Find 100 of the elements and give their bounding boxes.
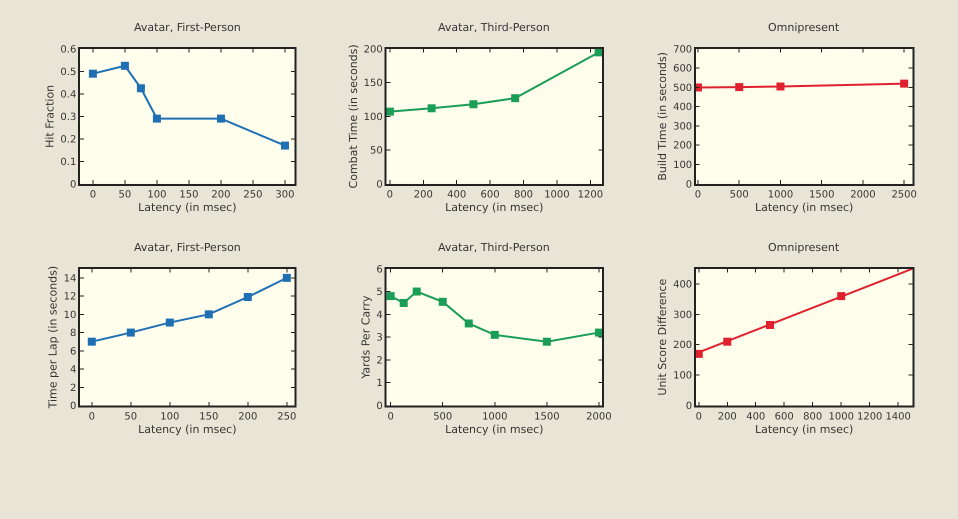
x-axis-title: Latency (in msec) (138, 422, 237, 436)
y-tick-label: 300 (673, 310, 692, 321)
x-tick-label: 0 (387, 411, 394, 422)
y-axis-title: Time per Lap (in seconds) (46, 266, 60, 410)
x-tick-label: 100 (160, 411, 180, 422)
x-tick-label: 1500 (808, 190, 834, 201)
x-tick-label: 0 (386, 190, 394, 201)
chart-title: Avatar, Third-Person (438, 21, 550, 34)
x-tick-label: 0 (694, 190, 702, 201)
chart-title: Avatar, First-Person (134, 241, 241, 254)
point (469, 100, 478, 108)
point (428, 104, 436, 112)
point (126, 328, 135, 337)
x-tick-label: 300 (275, 190, 295, 201)
x-tick-label: 1200 (856, 411, 882, 422)
point (464, 319, 473, 328)
point (152, 114, 161, 123)
point (386, 292, 395, 300)
y-tick-label: 0.1 (60, 156, 76, 168)
y-tick-label: 600 (673, 64, 692, 75)
y-tick-label: 200 (673, 340, 692, 352)
x-tick-label: 800 (803, 411, 822, 422)
y-tick-label: 5 (376, 287, 383, 298)
point (120, 62, 129, 70)
x-tick-label: 1000 (768, 190, 794, 201)
point (216, 114, 225, 123)
x-axis-title: Latency (in msec) (445, 422, 544, 436)
x-tick-label: 200 (211, 190, 230, 201)
x-axis-title: Latency (in msec) (754, 201, 854, 214)
x-tick-label: 100 (147, 190, 166, 201)
x-tick-label: 250 (277, 411, 296, 422)
point (204, 310, 213, 318)
y-tick-label: 2 (70, 382, 76, 394)
y-tick-label: 0 (376, 179, 383, 190)
x-tick-label: 50 (118, 190, 132, 201)
y-tick-label: 6 (70, 346, 76, 358)
x-tick-label: 1200 (578, 190, 604, 201)
x-tick-label: 150 (199, 411, 218, 422)
point (412, 288, 421, 296)
x-axis-title: Latency (in msec) (445, 201, 544, 214)
x-tick-label: 2000 (850, 190, 876, 201)
x-tick-label: 1000 (828, 411, 854, 422)
x-tick-label: 200 (238, 411, 258, 422)
x-tick-label: 1000 (482, 411, 508, 422)
y-tick-label: 100 (673, 370, 692, 382)
point (511, 94, 520, 102)
point (88, 338, 96, 346)
y-tick-label: 50 (370, 146, 383, 157)
point (490, 330, 499, 339)
point (386, 108, 394, 116)
x-tick-label: 2000 (586, 411, 612, 422)
y-axis-title: Hit Fraction (44, 84, 57, 148)
x-tick-label: 800 (514, 190, 534, 201)
point (244, 293, 252, 302)
y-tick-label: 4 (70, 364, 76, 376)
x-tick-label: 600 (480, 190, 500, 201)
x-tick-label: 50 (124, 411, 138, 422)
y-tick-label: 400 (673, 102, 692, 114)
x-tick-label: 600 (774, 411, 794, 422)
y-tick-label: 8 (70, 328, 76, 340)
y-tick-label: 0 (70, 401, 76, 412)
point (400, 298, 408, 307)
point (136, 84, 145, 92)
point (542, 338, 551, 346)
x-tick-label: 200 (414, 190, 433, 201)
y-axis-title: Yards Per Carry (360, 295, 373, 380)
x-tick-label: 1500 (534, 411, 560, 422)
y-tick-label: 6 (376, 264, 383, 276)
y-tick-label: 3 (376, 332, 383, 344)
y-tick-label: 0 (70, 179, 76, 190)
point (88, 70, 97, 78)
x-tick-label: 400 (746, 411, 766, 422)
y-tick-label: 0.2 (60, 134, 76, 146)
y-tick-label: 0 (686, 401, 692, 412)
x-axis-title: Latency (in msec) (754, 422, 854, 436)
y-tick-label: 10 (64, 310, 76, 321)
point (438, 298, 447, 306)
y-tick-label: 0.3 (60, 112, 76, 123)
y-tick-label: 100 (673, 160, 692, 172)
y-tick-label: 4 (376, 310, 383, 321)
y-tick-label: 300 (673, 121, 692, 132)
point (282, 274, 291, 282)
y-tick-label: 150 (364, 78, 383, 90)
x-tick-label: 0 (90, 190, 96, 201)
x-tick-label: 150 (179, 190, 198, 201)
x-tick-label: 200 (718, 411, 737, 422)
x-tick-label: 500 (433, 411, 452, 422)
y-tick-label: 1 (376, 378, 383, 390)
y-tick-label: 0.6 (60, 44, 76, 56)
y-axis-title: Build Time (in seconds) (656, 52, 670, 181)
x-tick-label: 250 (243, 190, 263, 201)
point (166, 318, 174, 327)
y-tick-label: 0.5 (60, 66, 76, 78)
x-tick-label: 0 (696, 411, 702, 422)
y-tick-label: 0.4 (60, 89, 76, 100)
y-tick-label: 12 (64, 292, 76, 303)
y-tick-label: 0 (686, 179, 692, 190)
x-tick-label: 1400 (885, 411, 911, 422)
y-axis-title: Unit Score Difference (656, 278, 670, 396)
x-tick-label: 1000 (544, 190, 570, 201)
